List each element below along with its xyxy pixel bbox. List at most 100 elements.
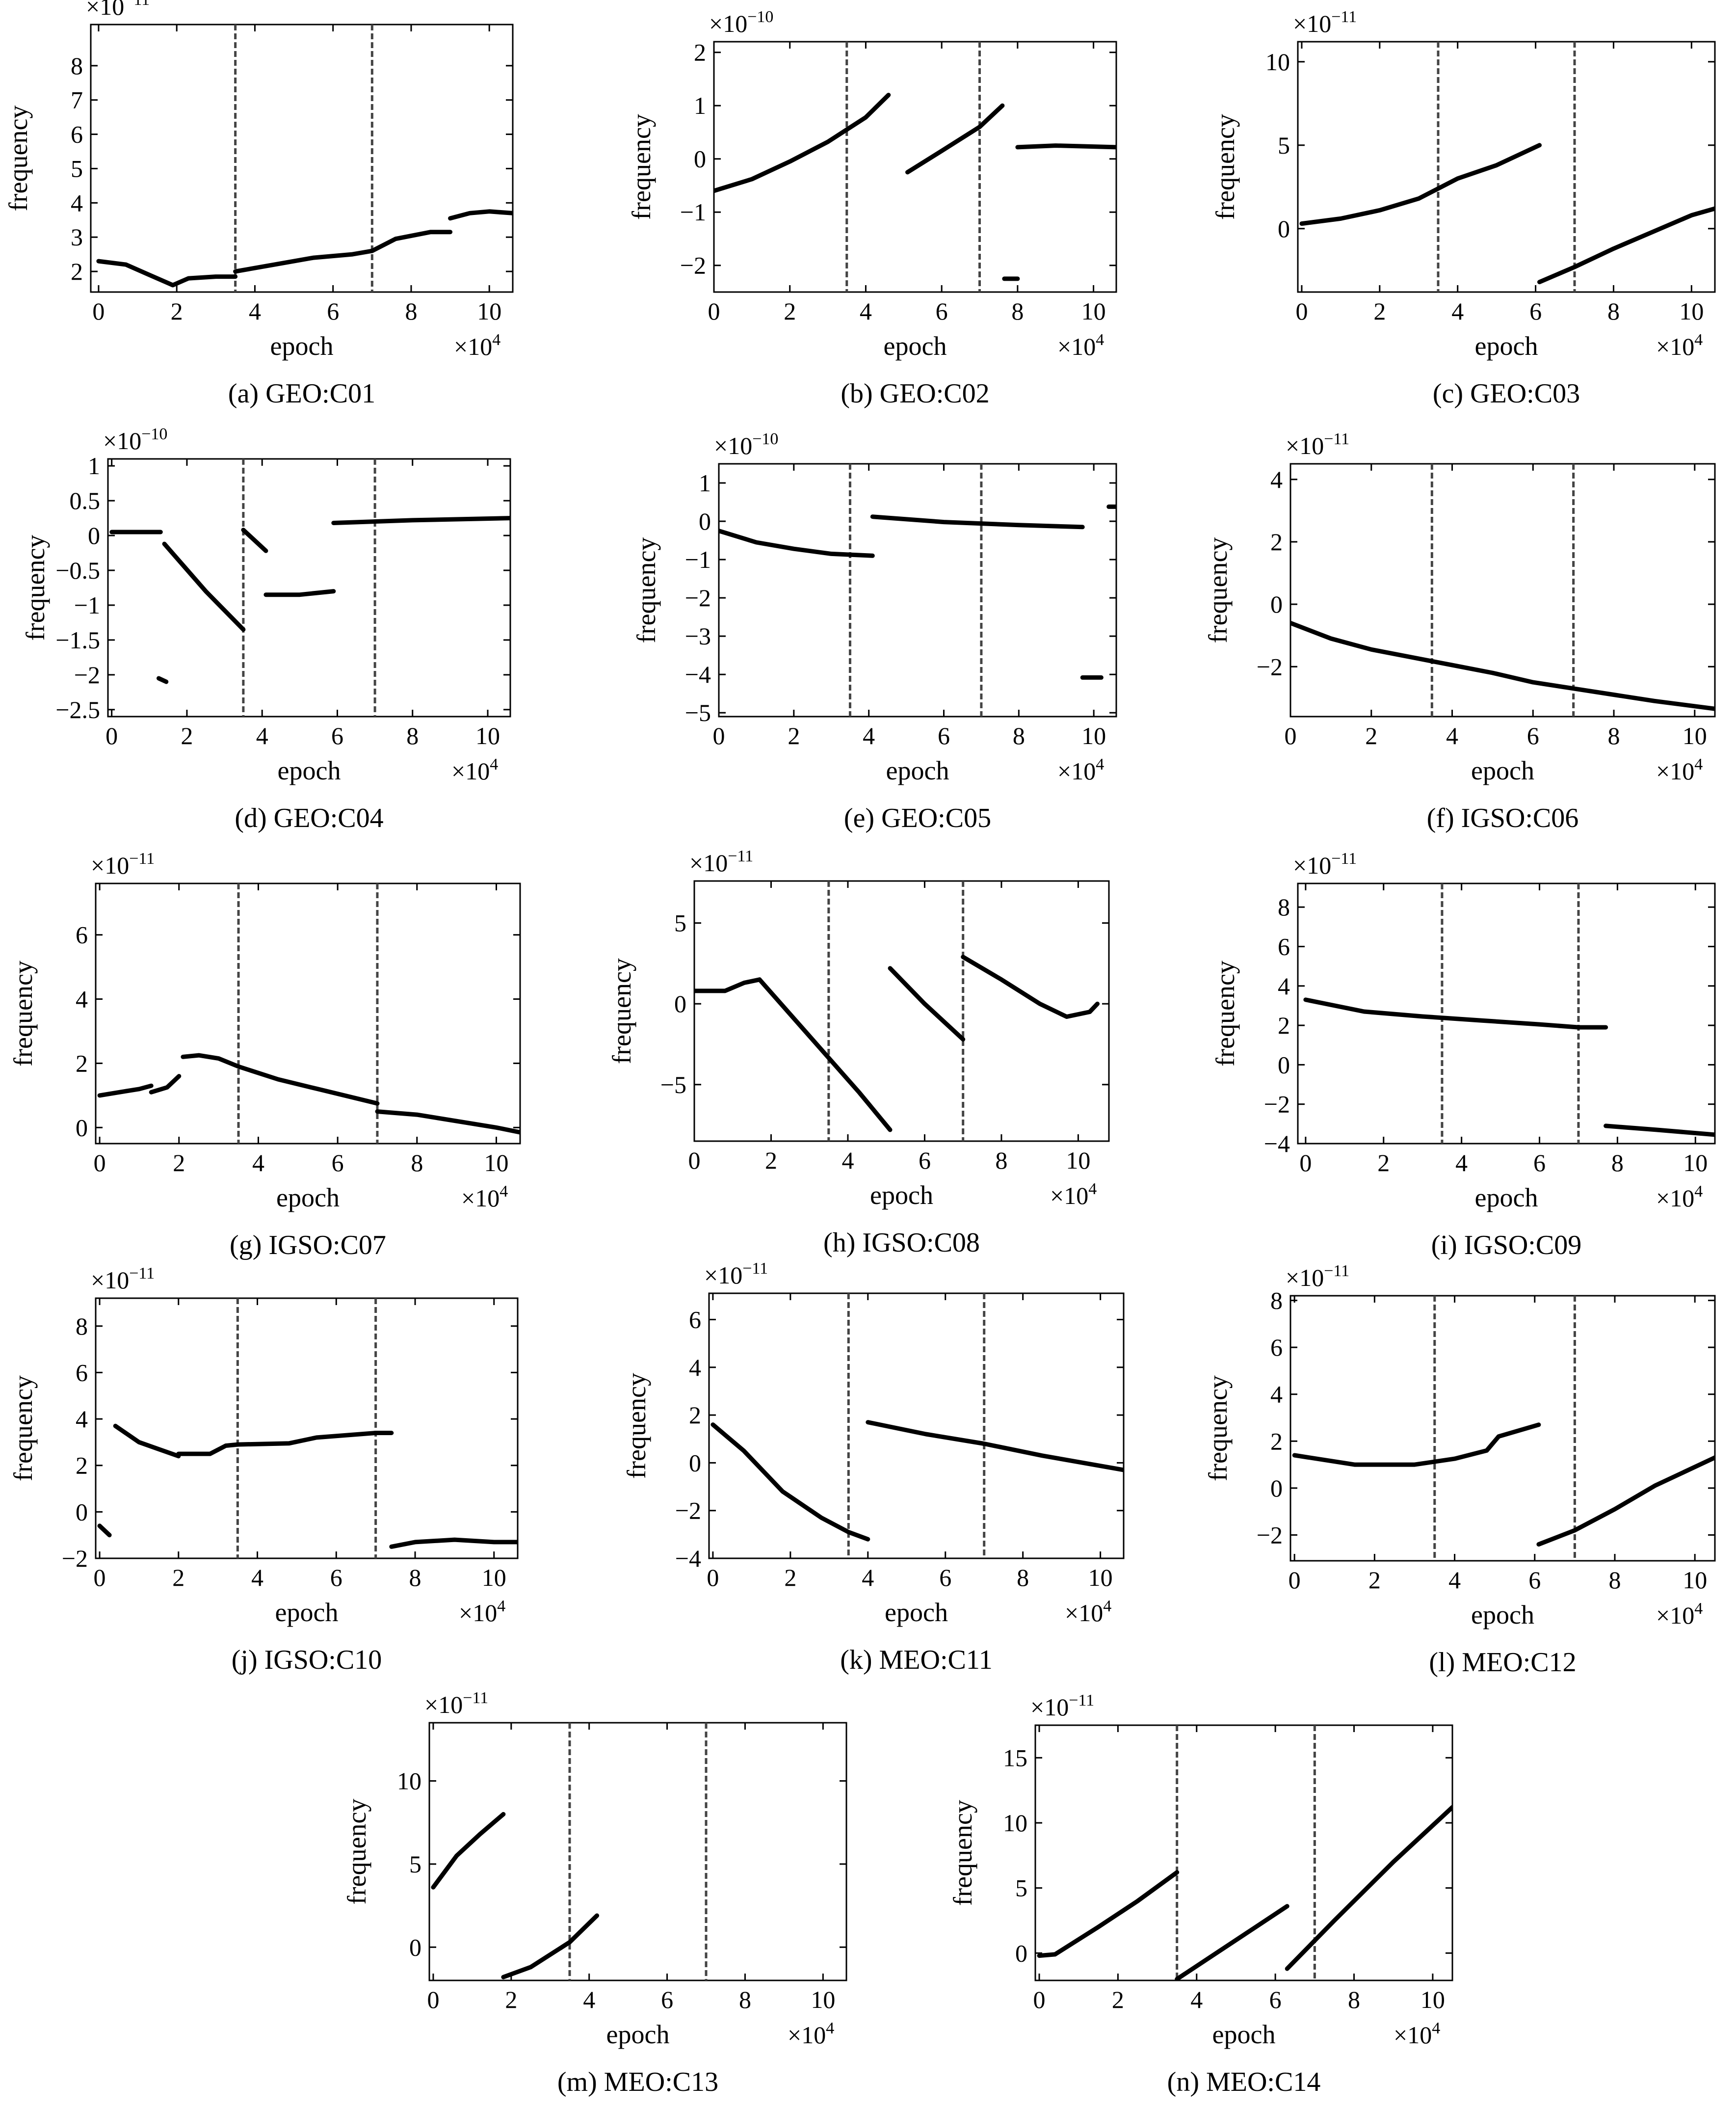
x-tick-label: 4 — [252, 1149, 264, 1176]
y-tick-label: 1 — [88, 452, 100, 480]
x-tick-label: 4 — [1190, 1986, 1203, 2013]
y-tick-label: 7 — [71, 86, 83, 114]
y-tick-label: 2 — [1278, 1012, 1290, 1039]
frequency-series-segment — [694, 977, 762, 993]
panel-caption: (j) IGSO:C10 — [232, 1645, 382, 1675]
frequency-series-segment — [714, 93, 891, 193]
x-multiplier: ×104 — [454, 331, 500, 360]
axes-frame — [693, 880, 1110, 1142]
y-tick-label: −4 — [685, 661, 711, 688]
x-tick-label: 6 — [330, 1564, 342, 1591]
x-tick-label: 0 — [92, 297, 105, 325]
y-multiplier: ×10−11 — [1293, 8, 1357, 37]
y-tick-label: 1 — [699, 469, 711, 497]
x-tick-label: 10 — [484, 1149, 508, 1176]
x-multiplier: ×104 — [1656, 331, 1703, 360]
x-tick-label: 10 — [1679, 297, 1704, 325]
x-tick-label: 10 — [1420, 1986, 1445, 2013]
x-tick-label: 4 — [1451, 297, 1464, 325]
x-tick-label: 0 — [688, 1147, 701, 1174]
y-tick-label: 8 — [1270, 1287, 1283, 1314]
x-multiplier: ×104 — [1394, 2019, 1440, 2049]
series-group — [719, 504, 1116, 680]
y-tick-label: 10 — [1265, 48, 1290, 76]
x-tick-label: 4 — [583, 1986, 595, 2013]
axes-frame — [1289, 1295, 1716, 1562]
frequency-series-segment — [96, 259, 238, 288]
frequency-series-segment — [866, 1420, 1124, 1472]
panel-d: 0 2 4 6 8 10 −2.5 −2 −1.5 −1 −0.5 0 0.5 1×10−10 ×104 ep… — [21, 425, 511, 833]
x-multiplier: ×104 — [1057, 755, 1104, 785]
frequency-series-segment — [113, 1423, 181, 1459]
series-group — [1292, 1422, 1715, 1547]
panel-g: 0 2 4 6 8 10 0 2 4 6 ×10−11 ×104 epoch frequency (g) I… — [8, 850, 521, 1260]
x-multiplier: ×104 — [1065, 1597, 1111, 1627]
x-tick-label: 8 — [1013, 722, 1025, 749]
y-tick-label: 2 — [694, 39, 706, 66]
y-axis-label: frequency — [21, 535, 50, 641]
x-multiplier: ×104 — [451, 755, 498, 785]
y-tick-label: −4 — [1264, 1130, 1290, 1157]
x-tick-label: 2 — [173, 1149, 185, 1176]
series-group — [710, 1420, 1124, 1542]
y-tick-label: 0 — [409, 1933, 421, 1961]
x-tick-label: 2 — [172, 1564, 184, 1591]
series-group — [96, 209, 513, 288]
x-tick-label: 4 — [1455, 1149, 1468, 1176]
panel-h: 0 2 4 6 8 10 −5 0 5 ×10−11 ×104 epoch frequency (h) I… — [607, 847, 1110, 1258]
panel-a: 02468102345678×10−11×104epochfrequency(a… — [3, 0, 514, 409]
x-tick-label: 6 — [1527, 722, 1539, 749]
x-tick-label: 6 — [661, 1986, 673, 2013]
y-multiplier: ×10−11 — [1030, 1691, 1094, 1721]
axes-frame — [718, 463, 1117, 718]
x-tick-label: 0 — [1299, 1149, 1312, 1176]
y-tick-label: −3 — [685, 622, 711, 650]
frequency-series-segment — [1015, 143, 1116, 150]
x-tick-label: 10 — [1683, 722, 1707, 749]
y-tick-label: 0 — [1278, 1051, 1290, 1078]
x-axis-label: epoch — [270, 331, 334, 361]
frequency-series-segment — [1175, 1904, 1289, 1980]
y-tick-label: 0 — [689, 1449, 701, 1476]
panel-n: 0 2 4 6 8 10 0 5 10 15×10−11 ×104 epoch frequency (n)… — [948, 1691, 1453, 2097]
frequency-series-segment — [176, 1442, 240, 1456]
y-tick-label: 4 — [1270, 1381, 1283, 1408]
panel-j: 0 2 4 6 8 10−202468×10−11×104epochfrequency(j… — [8, 1264, 519, 1675]
frequency-series-segment — [870, 514, 1085, 530]
y-tick-label: 8 — [71, 52, 83, 80]
y-tick-label: −2 — [1264, 1091, 1290, 1118]
frequency-series-segment — [1536, 1455, 1715, 1547]
y-multiplier: ×10−11 — [424, 1689, 488, 1718]
x-tick-label: 10 — [1683, 1566, 1707, 1594]
y-tick-label: −5 — [685, 699, 711, 726]
frequency-series-segment — [719, 529, 875, 558]
x-tick-label: 2 — [505, 1986, 517, 2013]
frequency-series-segment — [235, 1431, 394, 1447]
x-tick-label: 8 — [405, 297, 417, 325]
x-axis-label: epoch — [276, 1183, 340, 1212]
panel-caption: (k) MEO:C11 — [840, 1645, 993, 1675]
y-tick-label: 0 — [694, 145, 706, 173]
frequency-series-segment — [757, 977, 893, 1132]
x-tick-label: 2 — [1112, 1986, 1124, 2013]
x-multiplier: ×104 — [461, 1182, 508, 1212]
x-axis-label: epoch — [884, 331, 947, 361]
x-tick-label: 10 — [477, 297, 501, 325]
frequency-series-segment — [1604, 1123, 1715, 1137]
y-tick-label: 2 — [689, 1401, 701, 1429]
y-tick-label: 0 — [76, 1114, 88, 1141]
x-tick-label: 10 — [1081, 722, 1106, 749]
x-tick-label: 8 — [1608, 1566, 1621, 1594]
x-tick-label: 2 — [1365, 722, 1377, 749]
y-tick-label: 4 — [1278, 972, 1290, 1000]
x-tick-label: 8 — [1348, 1986, 1360, 2013]
x-axis-label: epoch — [1471, 1600, 1534, 1629]
y-axis-label: frequency — [342, 1799, 371, 1905]
y-axis-label: frequency — [607, 958, 636, 1064]
x-axis-label: epoch — [606, 2020, 670, 2049]
x-axis-label: epoch — [885, 1598, 948, 1627]
y-tick-label: −4 — [675, 1545, 701, 1572]
axes-frame — [1034, 1724, 1453, 1981]
y-tick-label: −5 — [660, 1071, 686, 1098]
y-tick-label: −1.5 — [55, 626, 100, 654]
